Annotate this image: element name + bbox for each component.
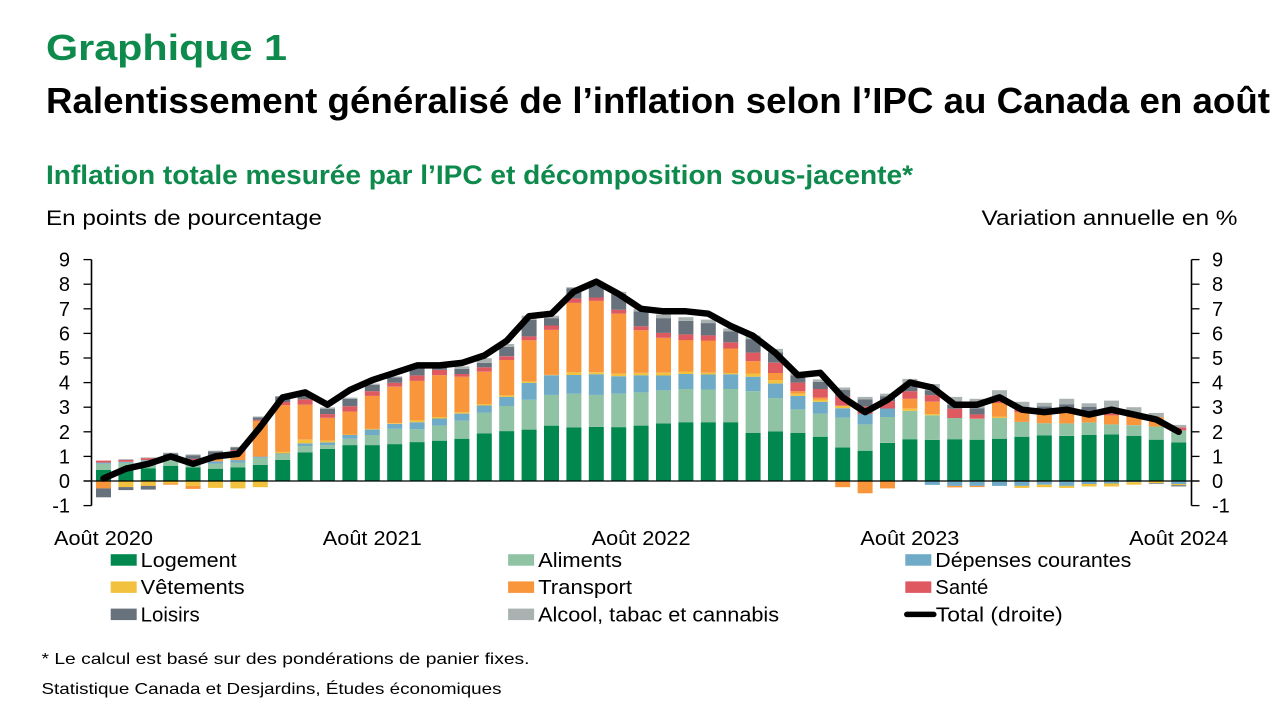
svg-text:6: 6 bbox=[1212, 323, 1223, 345]
svg-text:Variation annuelle en %: Variation annuelle en % bbox=[982, 207, 1238, 230]
svg-text:3: 3 bbox=[1212, 397, 1223, 419]
svg-text:8: 8 bbox=[59, 274, 70, 296]
svg-text:2: 2 bbox=[1212, 422, 1223, 444]
svg-text:Transport: Transport bbox=[538, 577, 632, 599]
svg-text:Total (droite): Total (droite) bbox=[936, 604, 1063, 626]
svg-text:7: 7 bbox=[1212, 299, 1223, 321]
svg-text:1: 1 bbox=[59, 446, 70, 468]
svg-text:Août 2022: Août 2022 bbox=[592, 528, 691, 550]
svg-text:-1: -1 bbox=[1212, 496, 1230, 518]
svg-text:0: 0 bbox=[59, 471, 70, 493]
svg-text:7: 7 bbox=[59, 299, 70, 321]
svg-text:Vêtements: Vêtements bbox=[141, 577, 245, 599]
svg-text:Ralentissement généralisé de l: Ralentissement généralisé de l’inflation… bbox=[46, 80, 1270, 121]
svg-text:2: 2 bbox=[59, 422, 70, 444]
svg-text:Aliments: Aliments bbox=[538, 550, 622, 572]
svg-text:4: 4 bbox=[1212, 373, 1223, 395]
svg-text:* Le calcul est basé sur des p: * Le calcul est basé sur des pondération… bbox=[42, 651, 530, 668]
svg-text:6: 6 bbox=[59, 323, 70, 345]
svg-text:Graphique 1: Graphique 1 bbox=[46, 27, 287, 68]
svg-text:Août 2024: Août 2024 bbox=[1129, 528, 1228, 550]
svg-text:3: 3 bbox=[59, 397, 70, 419]
svg-text:Statistique Canada et Desjardi: Statistique Canada et Desjardins, Études… bbox=[42, 679, 502, 698]
svg-text:0: 0 bbox=[1212, 471, 1223, 493]
svg-text:Août 2021: Août 2021 bbox=[323, 528, 422, 550]
svg-text:Santé: Santé bbox=[935, 577, 988, 599]
svg-text:8: 8 bbox=[1212, 274, 1223, 296]
svg-text:Août 2020: Août 2020 bbox=[54, 528, 153, 550]
svg-text:Inflation totale mesurée par l: Inflation totale mesurée par l’IPC et dé… bbox=[46, 160, 914, 190]
svg-text:Alcool, tabac et cannabis: Alcool, tabac et cannabis bbox=[538, 604, 779, 626]
svg-text:Logement: Logement bbox=[141, 550, 237, 572]
svg-text:Août 2023: Août 2023 bbox=[860, 528, 959, 550]
svg-text:9: 9 bbox=[1212, 250, 1223, 272]
svg-text:-1: -1 bbox=[52, 496, 70, 518]
svg-text:Dépenses courantes: Dépenses courantes bbox=[935, 550, 1131, 572]
svg-text:9: 9 bbox=[59, 250, 70, 272]
svg-text:5: 5 bbox=[1212, 348, 1223, 370]
svg-text:Loisirs: Loisirs bbox=[141, 604, 200, 626]
svg-text:5: 5 bbox=[59, 348, 70, 370]
svg-text:4: 4 bbox=[59, 373, 70, 395]
svg-text:1: 1 bbox=[1212, 446, 1223, 468]
svg-text:En points de pourcentage: En points de pourcentage bbox=[46, 207, 322, 230]
